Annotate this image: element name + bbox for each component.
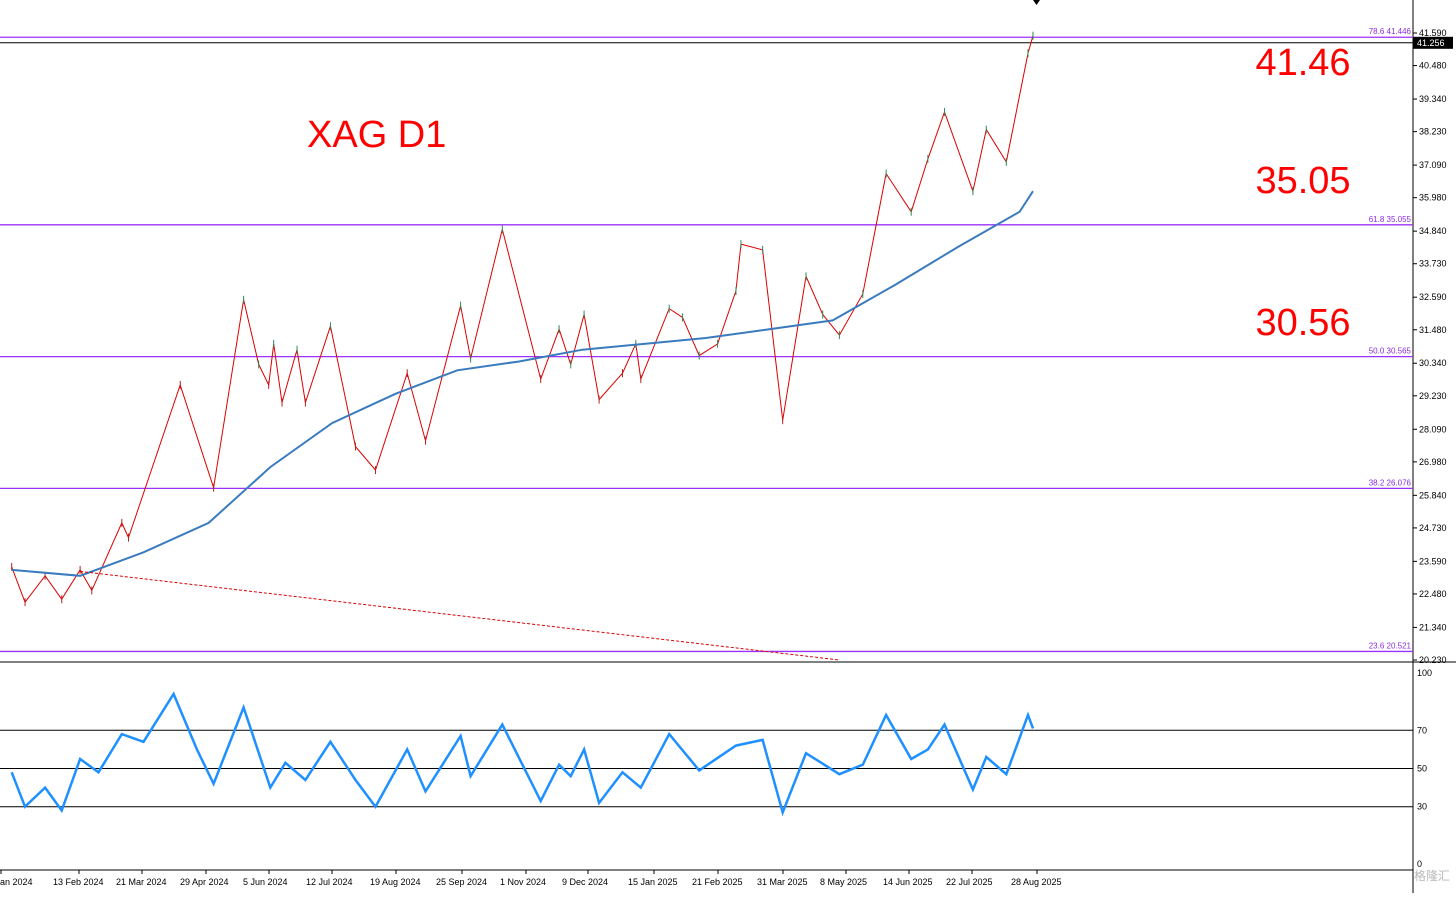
date-label: 5 Jun 2024 xyxy=(243,877,288,887)
fib-level-label: 23.6 20.521 xyxy=(1369,641,1412,650)
date-axis: an 2024 13 Feb 2024 21 Mar 2024 29 Apr 2024… xyxy=(0,870,1062,887)
osc-tick-label: 30 xyxy=(1417,802,1427,812)
price-tick-label: 20.230 xyxy=(1419,655,1447,665)
fib-level-label: 38.2 26.076 xyxy=(1369,478,1412,487)
date-label: an 2024 xyxy=(0,877,33,887)
osc-tick-label: 100 xyxy=(1417,668,1432,678)
date-label: 28 Aug 2025 xyxy=(1011,877,1062,887)
price-tick-label: 40.480 xyxy=(1419,61,1447,71)
price-tick-label: 24.730 xyxy=(1419,523,1447,533)
watermark: 格隆汇 xyxy=(1413,869,1450,883)
price-tick-label: 37.090 xyxy=(1419,160,1447,170)
zigzag-line xyxy=(11,35,1034,604)
price-tick-label: 26.980 xyxy=(1419,457,1447,467)
current-price-tag xyxy=(1413,36,1453,49)
date-label: 15 Jan 2025 xyxy=(628,877,678,887)
date-label: 12 Jul 2024 xyxy=(306,877,353,887)
price-tick-label: 28.090 xyxy=(1419,424,1447,434)
price-tick-label: 23.590 xyxy=(1419,556,1447,566)
price-tick-label: 32.590 xyxy=(1419,292,1447,302)
date-label: 13 Feb 2024 xyxy=(53,877,104,887)
price-tick-label: 38.230 xyxy=(1419,127,1447,137)
current-price-label: 41.256 xyxy=(1417,38,1445,48)
price-annotation: 30.56 xyxy=(1255,302,1350,344)
price-tick-label: 29.230 xyxy=(1419,391,1447,401)
date-label: 8 May 2025 xyxy=(820,877,867,887)
fib-level-label: 61.8 35.055 xyxy=(1369,215,1412,224)
date-label: 1 Nov 2024 xyxy=(500,877,546,887)
price-tick-label: 25.840 xyxy=(1419,490,1447,500)
fib-level-label: 78.6 41.446 xyxy=(1369,27,1412,36)
date-label: 29 Apr 2024 xyxy=(180,877,229,887)
osc-tick-label: 0 xyxy=(1417,859,1422,869)
date-label: 21 Feb 2025 xyxy=(692,877,743,887)
price-tick-label: 39.340 xyxy=(1419,94,1447,104)
top-marker xyxy=(1033,0,1040,5)
price-annotation: 35.05 xyxy=(1255,160,1350,202)
date-label: 9 Dec 2024 xyxy=(562,877,608,887)
osc-tick-label: 70 xyxy=(1417,725,1427,735)
oscillator-panel: 100 70 50 30 0 xyxy=(0,668,1432,871)
price-tick-label: 31.480 xyxy=(1419,325,1447,335)
fib-level-label: 50.0 30.565 xyxy=(1369,347,1412,356)
price-tick-label: 41.590 xyxy=(1419,28,1447,38)
price-tick-label: 34.840 xyxy=(1419,226,1447,236)
chart-title: XAG D1 xyxy=(307,114,446,156)
date-label: 22 Jul 2025 xyxy=(946,877,993,887)
price-tick-label: 33.730 xyxy=(1419,259,1447,269)
date-label: 21 Mar 2024 xyxy=(116,877,167,887)
oscillator-line xyxy=(10,691,1035,817)
price-tick-label: 35.980 xyxy=(1419,193,1447,203)
trendline xyxy=(80,570,840,661)
moving-average-line xyxy=(11,190,1034,577)
price-annotation: 41.46 xyxy=(1255,42,1350,84)
price-tick-label: 30.340 xyxy=(1419,358,1447,368)
price-tick-label: 21.340 xyxy=(1419,622,1447,632)
price-tick-label: 22.480 xyxy=(1419,589,1447,599)
date-label: 31 Mar 2025 xyxy=(757,877,808,887)
date-label: 25 Sep 2024 xyxy=(436,877,487,887)
date-label: 19 Aug 2024 xyxy=(370,877,421,887)
osc-tick-label: 50 xyxy=(1417,764,1427,774)
date-label: 14 Jun 2025 xyxy=(883,877,933,887)
